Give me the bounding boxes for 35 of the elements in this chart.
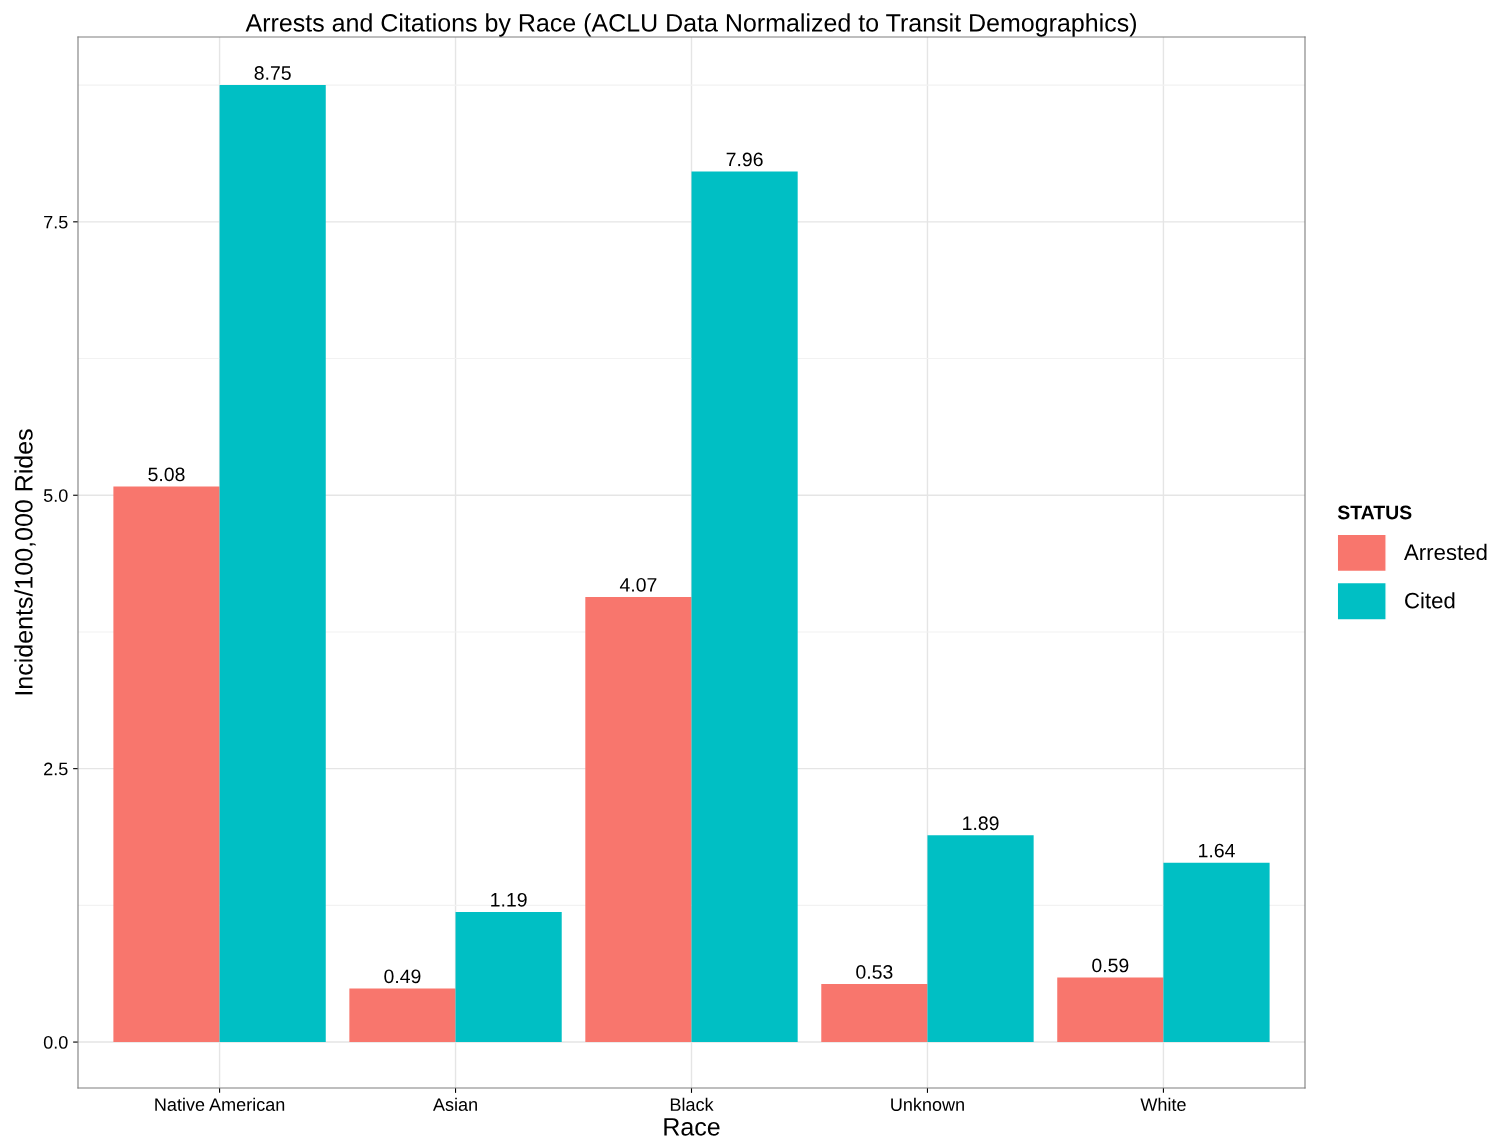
bar: [821, 984, 928, 1043]
data-label: 5.08: [148, 467, 185, 482]
data-label: 1.89: [963, 816, 999, 831]
x-tick-label: Native American: [155, 1097, 285, 1111]
legend-title: STATUS: [1337, 505, 1412, 520]
x-axis-title: Race: [664, 1118, 720, 1136]
y-tick-label: 5.0: [43, 489, 68, 502]
x-tick-label: Black: [670, 1097, 714, 1111]
data-label: 8.75: [254, 66, 291, 80]
bar: [691, 171, 798, 1043]
data-label: 7.96: [726, 152, 763, 167]
y-axis-title: Incidents/100,000 Rides: [14, 429, 36, 695]
data-label: 0.53: [856, 965, 893, 979]
chart-title: Arrests and Citations by Race (ACLU Data Normalized to Transit Demographics): [245, 13, 1136, 37]
bar: [113, 486, 220, 1043]
x-tick-label: Asian: [432, 1097, 477, 1111]
data-label: 0.49: [384, 969, 421, 984]
data-label: 1.64: [1199, 843, 1235, 858]
bar: [585, 596, 692, 1043]
bar: [219, 85, 326, 1043]
bar: [455, 911, 562, 1043]
x-tick-label: Unknown: [891, 1097, 964, 1111]
bar: [927, 835, 1034, 1043]
bar: [1163, 862, 1270, 1043]
bar: [349, 988, 456, 1043]
data-label: 4.07: [619, 577, 657, 592]
data-label: 0.59: [1092, 958, 1129, 973]
x-tick-label: White: [1140, 1097, 1186, 1111]
bar: [1057, 977, 1164, 1043]
legend-label: Cited: [1405, 592, 1455, 609]
y-tick-label: 7.5: [44, 215, 68, 229]
y-tick-label: 0.0: [43, 1036, 68, 1049]
legend-label: Arrested: [1403, 543, 1487, 561]
data-label: 1.19: [491, 892, 527, 907]
y-tick-label: 2.5: [44, 762, 68, 776]
